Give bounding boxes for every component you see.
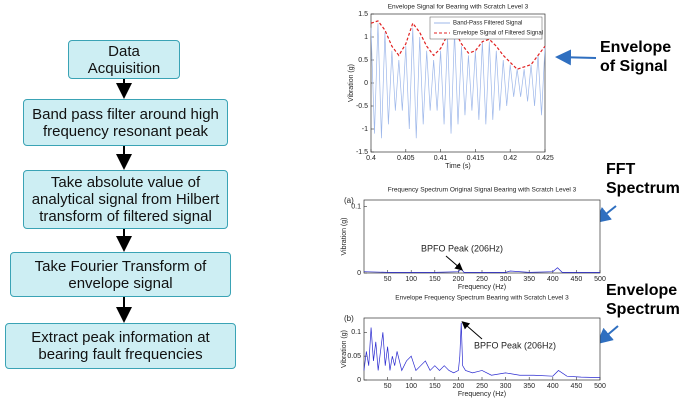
y-tick-label: 1.5 bbox=[358, 11, 368, 18]
legend-label: Band-Pass Filtered Signal bbox=[453, 21, 522, 27]
x-tick-label: 250 bbox=[476, 383, 488, 390]
x-tick-label: 450 bbox=[571, 276, 583, 283]
annotation: BPFO Peak (206Hz) bbox=[474, 340, 556, 350]
y-tick-label: 0 bbox=[357, 270, 361, 277]
annotation-arrow bbox=[445, 255, 463, 271]
x-axis-label: Frequency (Hz) bbox=[458, 391, 506, 398]
y-tick-label: 0.1 bbox=[351, 329, 361, 336]
y-tick-label: 0 bbox=[357, 377, 361, 384]
y-tick-label: 0.1 bbox=[351, 203, 361, 210]
series-line bbox=[363, 322, 601, 378]
x-tick-label: 400 bbox=[547, 276, 559, 283]
x-tick-label: 500 bbox=[594, 276, 606, 283]
x-tick-label: 200 bbox=[453, 276, 465, 283]
y-tick-label: -0.5 bbox=[356, 103, 368, 110]
x-tick-label: 50 bbox=[384, 383, 392, 390]
y-tick-label: -1 bbox=[362, 126, 368, 133]
callout: Envelope of Signal bbox=[600, 39, 672, 75]
x-tick-label: 350 bbox=[523, 276, 535, 283]
y-tick-label: 1 bbox=[364, 34, 368, 41]
annotation-arrow bbox=[461, 321, 483, 340]
x-tick-label: 50 bbox=[384, 276, 392, 283]
callout-arrow bbox=[596, 325, 619, 345]
y-axis-label: Vibration (g) bbox=[341, 217, 348, 255]
x-tick-label: 0.41 bbox=[434, 155, 448, 162]
panel-label: (a) bbox=[344, 196, 354, 205]
plot-area bbox=[363, 199, 601, 274]
annotation: BPFO Peak (206Hz) bbox=[421, 243, 503, 253]
chart-title: Envelope Frequency Spectrum Bearing with… bbox=[395, 295, 569, 302]
series-line bbox=[363, 267, 600, 273]
chart-title: Frequency Spectrum Original Signal Beari… bbox=[388, 187, 577, 194]
x-tick-label: 0.415 bbox=[467, 155, 485, 162]
legend-label: Envelope Signal of Filtered Signal bbox=[453, 31, 543, 37]
x-tick-label: 400 bbox=[547, 383, 559, 390]
y-tick-label: 0.05 bbox=[347, 353, 361, 360]
callout-arrow bbox=[555, 49, 597, 66]
x-tick-label: 500 bbox=[594, 383, 606, 390]
x-tick-label: 0.425 bbox=[536, 155, 554, 162]
y-tick-label: 0 bbox=[364, 80, 368, 87]
x-tick-label: 200 bbox=[453, 383, 465, 390]
y-axis-label: Vibration (g) bbox=[341, 330, 348, 368]
panel-label: (b) bbox=[344, 314, 354, 323]
x-tick-label: 0.42 bbox=[503, 155, 517, 162]
y-tick-label: -1.5 bbox=[356, 149, 368, 156]
x-tick-label: 100 bbox=[405, 276, 417, 283]
x-axis-label: Time (s) bbox=[445, 163, 470, 170]
x-tick-label: 300 bbox=[500, 383, 512, 390]
x-tick-label: 0.405 bbox=[397, 155, 415, 162]
x-tick-label: 350 bbox=[523, 383, 535, 390]
series-line bbox=[370, 20, 546, 70]
x-axis-label: Frequency (Hz) bbox=[458, 284, 506, 291]
flow-node: Extract peak information at bearing faul… bbox=[5, 323, 236, 369]
flow-node: Take Fourier Transform of envelope signa… bbox=[10, 252, 231, 297]
x-tick-label: 0.4 bbox=[366, 155, 376, 162]
series-line bbox=[370, 23, 546, 139]
callout: Envelope Spectrum bbox=[606, 282, 680, 318]
x-tick-label: 150 bbox=[429, 383, 441, 390]
flow-node: Data Acquisition bbox=[68, 40, 180, 79]
x-tick-label: 250 bbox=[476, 276, 488, 283]
callout: FFT Spectrum bbox=[606, 161, 680, 197]
chart-title: Envelope Signal for Bearing with Scratch… bbox=[388, 4, 529, 11]
x-tick-label: 450 bbox=[571, 383, 583, 390]
x-tick-label: 300 bbox=[500, 276, 512, 283]
flow-node: Take absolute value of analytical signal… bbox=[23, 170, 228, 229]
legend-box bbox=[429, 16, 543, 40]
x-tick-label: 100 bbox=[405, 383, 417, 390]
flow-node: Band pass filter around high frequency r… bbox=[23, 99, 228, 146]
y-tick-label: 0.5 bbox=[358, 57, 368, 64]
x-tick-label: 150 bbox=[429, 276, 441, 283]
plot-area bbox=[363, 317, 601, 381]
y-axis-label: Vibration (g) bbox=[348, 64, 355, 102]
